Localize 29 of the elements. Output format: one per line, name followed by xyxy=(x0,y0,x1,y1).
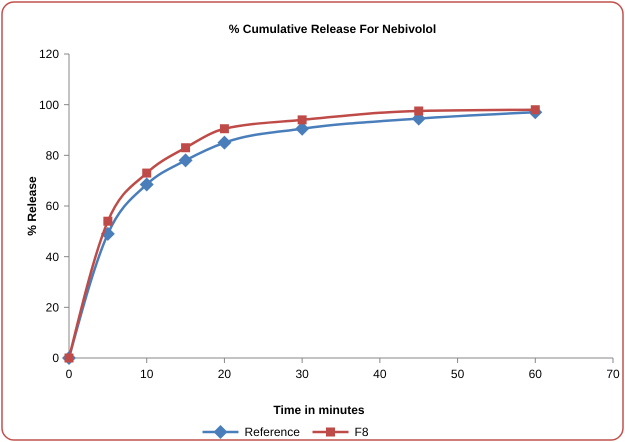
legend-label: F8 xyxy=(354,425,369,440)
point xyxy=(140,177,154,192)
y-tick-label: 100 xyxy=(38,98,60,112)
x-tick-label: 10 xyxy=(140,367,154,381)
y-tick-label: 80 xyxy=(46,148,60,163)
point xyxy=(103,216,112,226)
x-tick-label: 20 xyxy=(218,367,232,381)
point xyxy=(298,115,307,124)
chart-title: % Cumulative Release For Nebivolol xyxy=(228,22,436,36)
x-tick-label: 70 xyxy=(606,367,620,381)
y-tick-label: 120 xyxy=(38,47,60,62)
point xyxy=(178,153,193,168)
x-tick-label: 30 xyxy=(295,367,310,381)
x-axis-title: Time in minutes xyxy=(273,403,365,417)
x-tick-label: 40 xyxy=(373,367,387,381)
y-tick-label: 40 xyxy=(46,250,60,264)
point xyxy=(181,143,190,152)
point xyxy=(142,168,152,178)
x-tick-label: 0 xyxy=(66,367,73,381)
y-axis-title: % Release xyxy=(25,176,39,236)
y-tick-label: 0 xyxy=(52,351,60,366)
legend-label: Reference xyxy=(244,425,300,440)
x-tick-label: 60 xyxy=(528,367,542,381)
y-tick-label: 20 xyxy=(46,300,60,315)
y-tick-label: 60 xyxy=(46,199,60,214)
point xyxy=(220,124,229,134)
x-tick-label: 50 xyxy=(450,367,465,381)
point xyxy=(217,136,232,150)
point xyxy=(414,106,424,116)
